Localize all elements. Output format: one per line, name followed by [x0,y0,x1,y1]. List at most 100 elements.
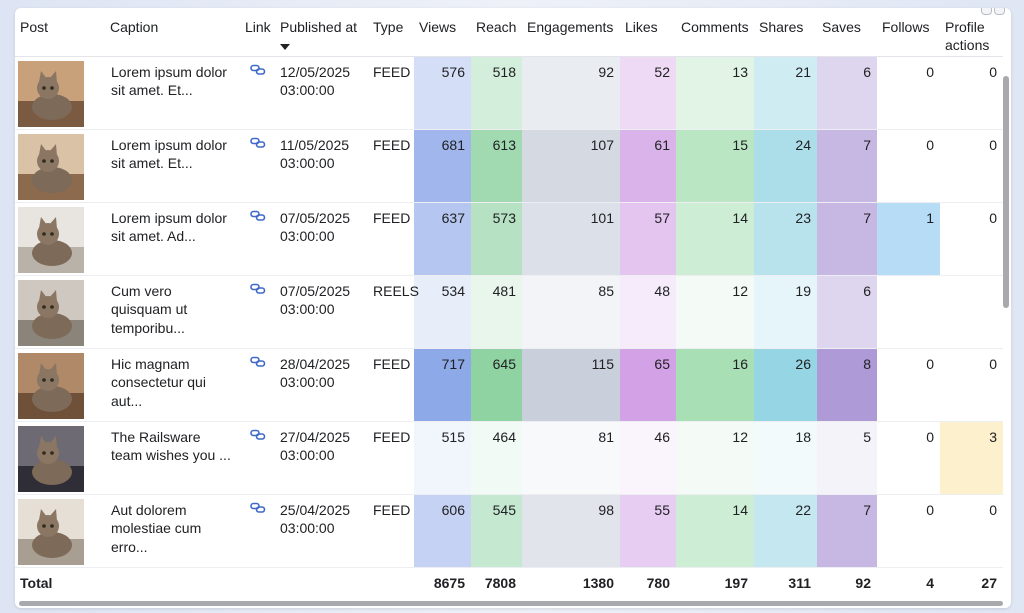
post-cell[interactable] [15,348,105,422]
link-cell[interactable] [240,56,275,130]
engagements-cell: 107 [522,129,620,203]
link-cell[interactable] [240,494,275,568]
header-post[interactable]: Post [15,8,105,57]
post-cell[interactable] [15,494,105,568]
header-link[interactable]: Link [240,8,275,57]
horizontal-scrollbar[interactable] [19,601,1003,606]
profile-actions-cell: 0 [940,202,1003,276]
type-cell: FEED [368,202,414,276]
link-icon[interactable] [249,208,266,227]
header-reach[interactable]: Reach [471,8,522,57]
header-caption[interactable]: Caption [105,8,240,57]
caption-cell: Aut dolorem molestiae cum erro... [105,494,240,568]
total-views: 8675 [433,574,465,591]
header-profile-actions[interactable]: Profile actions [940,8,1003,57]
follows-cell: 1 [877,202,940,276]
reach-cell: 464 [471,421,522,495]
type-cell: FEED [368,129,414,203]
post-thumbnail[interactable] [18,425,103,492]
post-cell[interactable] [15,129,105,203]
follows-cell: 0 [877,421,940,495]
caption-cell: Cum vero quisquam ut temporibu... [105,275,240,349]
reach-cell: 545 [471,494,522,568]
table-row[interactable]: Cum vero quisquam ut temporibu... 07/05/2… [15,275,1003,349]
total-saves: 92 [855,574,871,591]
type-cell: FEED [368,494,414,568]
post-thumbnail[interactable] [18,352,103,419]
table-row[interactable]: Lorem ipsum dolor sit amet. Ad... 07/05/2… [15,202,1003,276]
link-icon[interactable] [249,62,266,81]
vertical-scrollbar[interactable] [1003,76,1009,308]
shares-cell: 23 [754,202,817,276]
table-row[interactable]: Hic magnam consectetur qui aut... 28/04/2… [15,348,1003,422]
comments-cell: 14 [676,202,754,276]
table-row[interactable]: Lorem ipsum dolor sit amet. Et... 11/05/2… [15,129,1003,203]
post-cell[interactable] [15,202,105,276]
comments-cell: 13 [676,56,754,130]
link-icon[interactable] [249,281,266,300]
table-header-row: Post Caption Link Published at Type View… [15,8,1003,57]
link-cell[interactable] [240,275,275,349]
likes-cell: 52 [620,56,676,130]
header-follows[interactable]: Follows [877,8,940,57]
post-thumbnail[interactable] [18,498,103,565]
link-icon[interactable] [249,427,266,446]
profile-actions-cell: 0 [940,56,1003,130]
header-comments[interactable]: Comments [676,8,754,57]
views-cell: 515 [414,421,471,495]
link-cell[interactable] [240,202,275,276]
type-cell: FEED [368,348,414,422]
window-corner-controls[interactable] [981,8,1005,15]
published-cell: 07/05/2025 03:00:00 [275,275,368,349]
total-label: Total [20,574,53,591]
likes-cell: 65 [620,348,676,422]
header-saves[interactable]: Saves [817,8,877,57]
table-row[interactable]: Aut dolorem molestiae cum erro... 25/04/2… [15,494,1003,568]
post-cell[interactable] [15,421,105,495]
saves-cell: 8 [817,348,877,422]
post-thumbnail[interactable] [18,206,103,273]
table-row[interactable]: Lorem ipsum dolor sit amet. Et... 12/05/2… [15,56,1003,130]
total-empty [240,567,275,595]
follows-cell: 0 [877,129,940,203]
link-cell[interactable] [240,348,275,422]
shares-cell: 26 [754,348,817,422]
reach-cell: 573 [471,202,522,276]
profile-actions-cell: 0 [940,129,1003,203]
link-icon[interactable] [249,135,266,154]
post-thumbnail[interactable] [18,60,103,127]
post-thumbnail[interactable] [18,279,103,346]
header-engagements[interactable]: Engagements [522,8,620,57]
views-cell: 534 [414,275,471,349]
saves-cell: 7 [817,129,877,203]
link-cell[interactable] [240,129,275,203]
header-type[interactable]: Type [368,8,414,57]
saves-cell: 5 [817,421,877,495]
header-shares[interactable]: Shares [754,8,817,57]
link-cell[interactable] [240,421,275,495]
header-published-at[interactable]: Published at [275,8,368,57]
caption-cell: Hic magnam consectetur qui aut... [105,348,240,422]
comments-cell: 15 [676,129,754,203]
posts-table: Post Caption Link Published at Type View… [15,8,1003,595]
likes-cell: 57 [620,202,676,276]
post-cell[interactable] [15,56,105,130]
total-likes: 780 [646,574,670,591]
link-icon[interactable] [249,500,266,519]
follows-cell: 0 [877,56,940,130]
sort-descending-icon[interactable] [280,44,290,50]
post-cell[interactable] [15,275,105,349]
link-icon[interactable] [249,354,266,373]
caption-cell: Lorem ipsum dolor sit amet. Ad... [105,202,240,276]
likes-cell: 55 [620,494,676,568]
published-cell: 11/05/2025 03:00:00 [275,129,368,203]
post-thumbnail[interactable] [18,133,103,200]
shares-cell: 21 [754,56,817,130]
total-engagements: 1380 [582,574,614,591]
reach-cell: 645 [471,348,522,422]
engagements-cell: 98 [522,494,620,568]
total-empty [105,567,240,595]
header-views[interactable]: Views [414,8,471,57]
table-row[interactable]: The Railsware team wishes you ... 27/04/2… [15,421,1003,495]
header-likes[interactable]: Likes [620,8,676,57]
